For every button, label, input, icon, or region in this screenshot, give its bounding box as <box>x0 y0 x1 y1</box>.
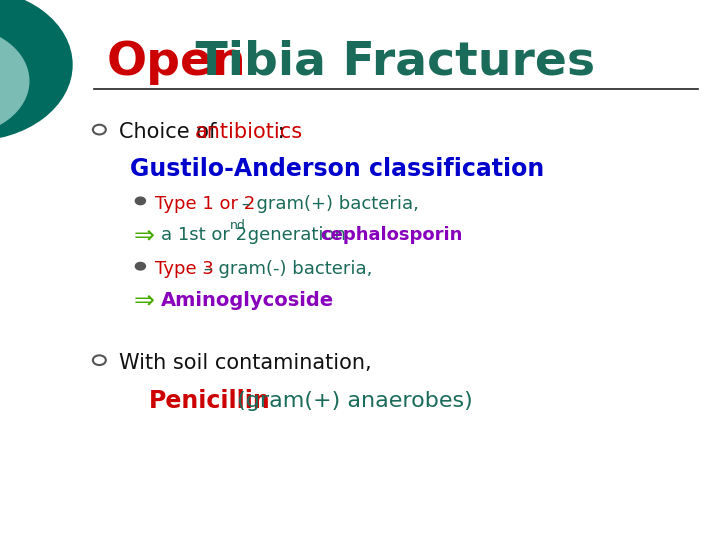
Text: cephalosporin: cephalosporin <box>320 226 463 245</box>
Text: Type 3: Type 3 <box>155 260 214 279</box>
Text: nd: nd <box>230 219 246 232</box>
Text: Tibia Fractures: Tibia Fractures <box>179 39 595 85</box>
Text: Penicillin: Penicillin <box>149 389 271 413</box>
Text: Type 1 or 2: Type 1 or 2 <box>155 195 255 213</box>
Text: Open: Open <box>107 39 246 85</box>
Text: Gustilo-Anderson classification: Gustilo-Anderson classification <box>130 157 544 181</box>
Text: Aminoglycoside: Aminoglycoside <box>161 291 333 310</box>
Text: antibiotics: antibiotics <box>194 122 302 143</box>
Text: :: : <box>271 122 285 143</box>
Text: With soil contamination,: With soil contamination, <box>119 353 372 373</box>
Text: a 1st or 2: a 1st or 2 <box>161 226 247 245</box>
Text: ⇒: ⇒ <box>133 224 154 247</box>
Text: – gram(+) bacteria,: – gram(+) bacteria, <box>236 195 419 213</box>
Text: (gram(+) anaerobes): (gram(+) anaerobes) <box>230 390 473 411</box>
Text: – gram(-) bacteria,: – gram(-) bacteria, <box>198 260 372 279</box>
Text: generation: generation <box>242 226 351 245</box>
Text: Choice of: Choice of <box>119 122 222 143</box>
Text: ⇒: ⇒ <box>133 289 154 313</box>
